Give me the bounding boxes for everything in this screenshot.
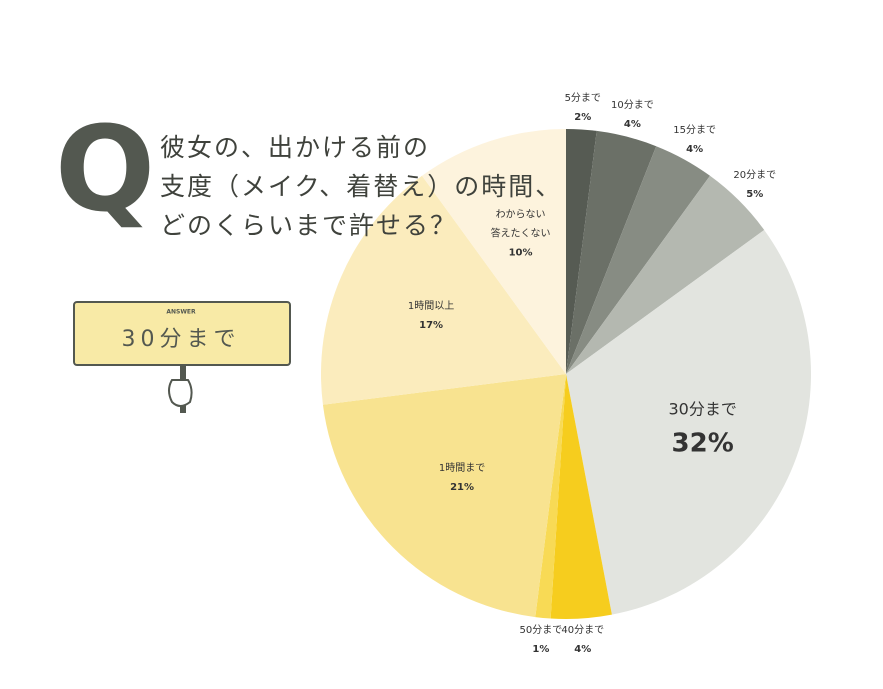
category-label: 30分まで <box>668 399 737 419</box>
category-label: 10分まで <box>611 100 654 112</box>
value-label: 4% <box>574 644 592 656</box>
title-line: どのくらいまで許せる？ <box>160 211 458 240</box>
title-line: 彼女の、出かける前の <box>160 133 431 162</box>
slice-label: 5分まで 2% <box>565 89 601 127</box>
hand <box>168 379 193 407</box>
answer-sign <box>73 301 291 366</box>
slice-label: 1時間以上 17% <box>408 297 454 335</box>
title-line: 支度（メイク、着替え）の時間、 <box>160 172 563 201</box>
value-label: 2% <box>574 111 592 123</box>
pie-slice <box>566 175 765 374</box>
value-label: 1% <box>532 643 550 655</box>
pie-slice <box>566 130 657 374</box>
category-label: 15分まで <box>673 125 716 137</box>
pie <box>321 129 812 619</box>
pie-slice <box>550 374 612 619</box>
category-label: 1時間以上 <box>407 300 455 312</box>
slice-label: 40分まで 4% <box>561 621 604 659</box>
pie-slice <box>421 129 566 374</box>
category-label: 1時間まで <box>438 462 486 474</box>
category-label: 20分まで <box>733 170 777 182</box>
pie-slice <box>566 229 812 615</box>
pie-slice <box>322 374 566 618</box>
category-label: 40分まで <box>561 625 605 637</box>
value-label: 4% <box>623 119 641 131</box>
answer-label: ANSWER <box>166 309 196 316</box>
slice-label: 1時間まで 21% <box>439 459 485 497</box>
category-label: わからない 答えたくない <box>490 209 551 240</box>
value-label: 5% <box>746 189 764 201</box>
slice-label: 10分まで 4% <box>611 96 654 134</box>
pie-slice <box>566 146 711 374</box>
value-label: 17% <box>419 319 444 331</box>
answer-text: 30分まで <box>122 327 241 352</box>
category-label: 5分まで <box>564 92 601 104</box>
value-label: 10% <box>508 247 533 259</box>
slice-label: 15分まで 4% <box>673 121 716 159</box>
pie-slice <box>535 374 566 619</box>
slice-label: 50分まで 1% <box>519 621 562 659</box>
value-label: 32% <box>671 428 734 459</box>
value-label: 21% <box>450 481 475 493</box>
slice-label: 30分まで 32% <box>668 395 736 462</box>
slice-label: 20分まで 5% <box>733 166 776 204</box>
pie-slice <box>321 175 566 405</box>
pie-slice <box>566 129 597 374</box>
value-label: 4% <box>686 144 704 156</box>
question-mark: Q <box>55 100 155 238</box>
category-label: 50分まで <box>519 624 563 636</box>
slice-label: わからない 答えたくない 10% <box>491 206 551 263</box>
